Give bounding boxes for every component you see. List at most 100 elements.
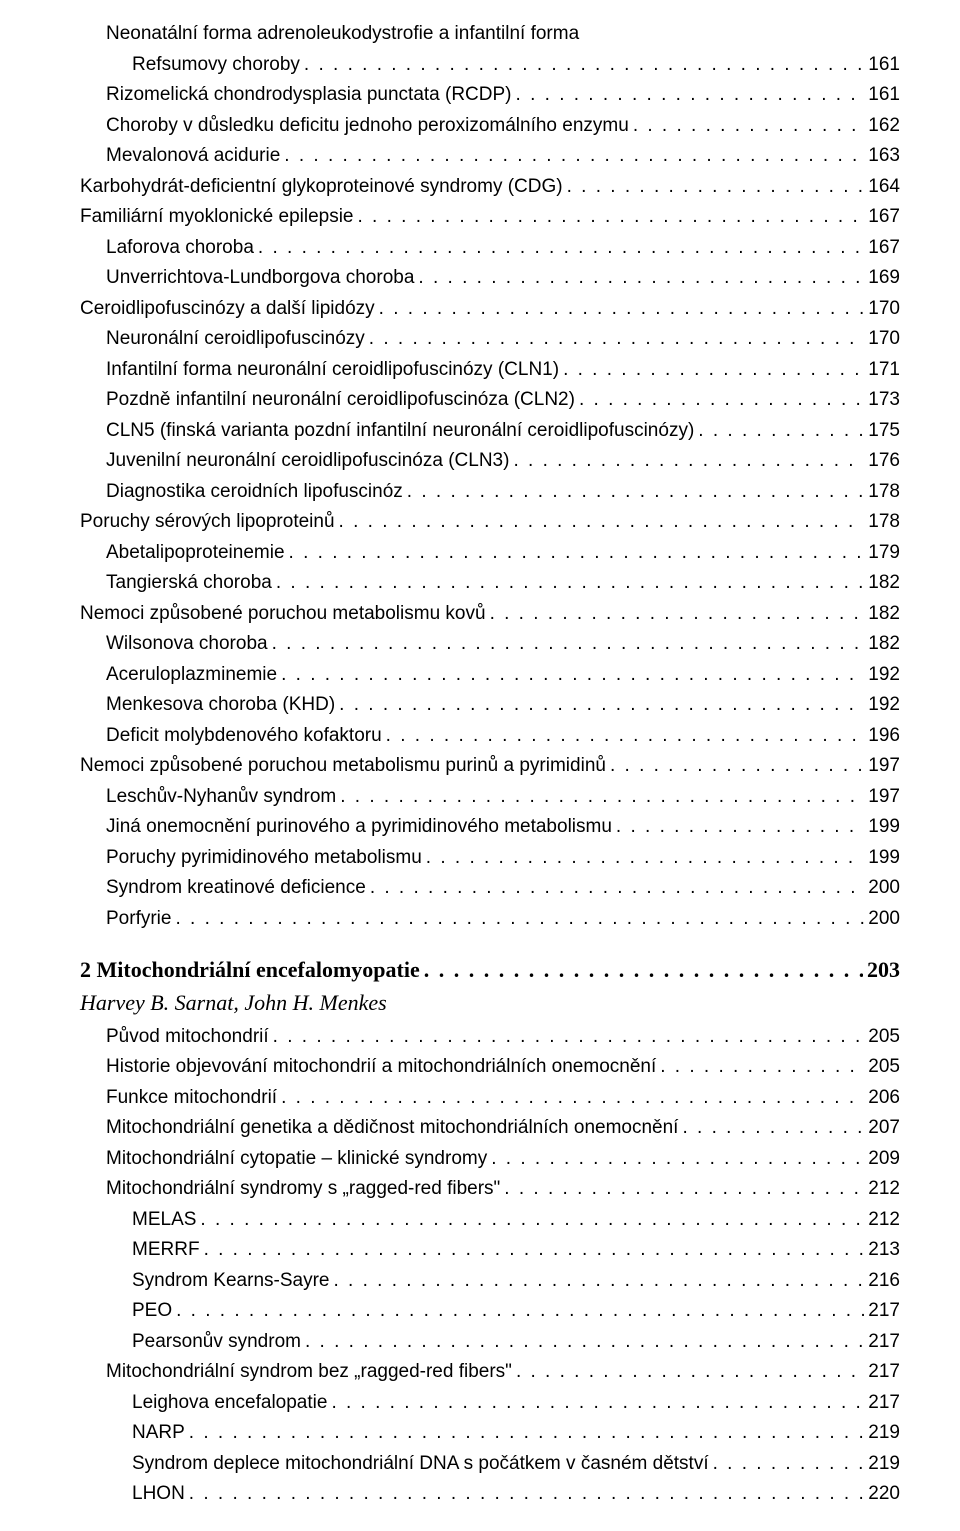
- leader-dots: . . . . . . . . . . . . . . . . . . . . …: [633, 112, 864, 141]
- toc-entry-title: Diagnostika ceroidních lipofuscinóz: [106, 478, 403, 507]
- toc-entry-page: 192: [868, 661, 900, 690]
- toc-entry-title: MERRF: [132, 1236, 200, 1265]
- toc-entry-page: 217: [868, 1297, 900, 1326]
- toc-entry-title: Rizomelická chondrodysplasia punctata (R…: [106, 81, 512, 110]
- leader-dots: . . . . . . . . . . . . . . . . . . . . …: [189, 1419, 865, 1448]
- toc-entry: Familiární myoklonické epilepsie. . . . …: [80, 203, 900, 232]
- leader-dots: . . . . . . . . . . . . . . . . . . . . …: [281, 1084, 864, 1113]
- toc-entry-title: Mevalonová acidurie: [106, 142, 280, 171]
- toc-entry-title: Mitochondriální genetika a dědičnost mit…: [106, 1114, 678, 1143]
- toc-entry: Leighova encefalopatie. . . . . . . . . …: [80, 1389, 900, 1418]
- toc-entry-page: 173: [868, 386, 900, 415]
- leader-dots: . . . . . . . . . . . . . . . . . . . . …: [610, 752, 864, 781]
- toc-entry-page: 178: [868, 478, 900, 507]
- toc-entry-page: 197: [868, 752, 900, 781]
- toc-entry: Infantilní forma neuronální ceroidlipofu…: [80, 356, 900, 385]
- toc-entry: Deficit molybdenového kofaktoru. . . . .…: [80, 722, 900, 751]
- toc-entry-page: 171: [868, 356, 900, 385]
- toc-entry: Poruchy pyrimidinového metabolismu. . . …: [80, 844, 900, 873]
- toc-entry-page: 213: [868, 1236, 900, 1265]
- toc-entry-title: Refsumovy choroby: [132, 51, 300, 80]
- toc-entry: Mitochondriální syndrom bez „ragged-red …: [80, 1358, 900, 1387]
- toc-entry-title: Juvenilní neuronální ceroidlipofuscinóza…: [106, 447, 509, 476]
- toc-entry: Leschův-Nyhanův syndrom. . . . . . . . .…: [80, 783, 900, 812]
- leader-dots: . . . . . . . . . . . . . . . . . . . . …: [579, 386, 864, 415]
- toc-entry-page: 162: [868, 112, 900, 141]
- leader-dots: . . . . . . . . . . . . . . . . . . . . …: [273, 1023, 865, 1052]
- leader-dots: . . . . . . . . . . . . . . . . . . . . …: [305, 1328, 864, 1357]
- leader-dots: . . . . . . . . . . . . . . . . . . . . …: [200, 1206, 864, 1235]
- toc-entry-title: Karbohydrát-deficientní glykoproteinové …: [80, 173, 563, 202]
- leader-dots: . . . . . . . . . . . . . . . . . . . . …: [258, 234, 864, 263]
- toc-entry-page: 212: [868, 1175, 900, 1204]
- toc-entry-title: Leighova encefalopatie: [132, 1389, 327, 1418]
- toc-entry-page: 178: [868, 508, 900, 537]
- leader-dots: . . . . . . . . . . . . . . . . . . . . …: [516, 1358, 864, 1387]
- toc-entry: PEO. . . . . . . . . . . . . . . . . . .…: [80, 1297, 900, 1326]
- toc-entry-page: 200: [868, 905, 900, 934]
- chapter-title: 2 Mitochondriální encefalomyopatie: [80, 953, 420, 986]
- toc-entry-page: 207: [868, 1114, 900, 1143]
- toc-entry-title: Unverrichtova-Lundborgova choroba: [106, 264, 414, 293]
- chapter-authors: Harvey B. Sarnat, John H. Menkes: [80, 988, 900, 1019]
- leader-dots: . . . . . . . . . . . . . . . . . . . . …: [616, 813, 864, 842]
- toc-entry-title: Wilsonova choroba: [106, 630, 268, 659]
- toc-entry: Juvenilní neuronální ceroidlipofuscinóza…: [80, 447, 900, 476]
- toc-entry-page: 219: [868, 1450, 900, 1479]
- toc-entry-page: 182: [868, 600, 900, 629]
- leader-dots: . . . . . . . . . . . . . . . . . . . . …: [424, 953, 863, 986]
- toc-entry-title: Pozdně infantilní neuronální ceroidlipof…: [106, 386, 575, 415]
- toc-entry-title: Funkce mitochondrií: [106, 1084, 277, 1113]
- toc-entry-page: 179: [868, 539, 900, 568]
- toc-entry-title: Menkesova choroba (KHD): [106, 691, 335, 720]
- toc-entry-page: 217: [868, 1328, 900, 1357]
- toc-entry-title: Poruchy sérových lipoproteinů: [80, 508, 335, 537]
- toc-entry-page: 182: [868, 569, 900, 598]
- toc-entry-title: MELAS: [132, 1206, 196, 1235]
- toc-entry: CLN5 (finská varianta pozdní infantilní …: [80, 417, 900, 446]
- toc-entry-page: 176: [868, 447, 900, 476]
- toc-entry-page: 182: [868, 630, 900, 659]
- toc-entry: Pozdně infantilní neuronální ceroidlipof…: [80, 386, 900, 415]
- toc-entry: Karbohydrát-deficientní glykoproteinové …: [80, 173, 900, 202]
- toc-entry: MELAS. . . . . . . . . . . . . . . . . .…: [80, 1206, 900, 1235]
- leader-dots: . . . . . . . . . . . . . . . . . . . . …: [176, 1297, 864, 1326]
- toc-entry-page: 219: [868, 1419, 900, 1448]
- toc-entry: Menkesova choroba (KHD). . . . . . . . .…: [80, 691, 900, 720]
- toc-entry-page: 205: [868, 1023, 900, 1052]
- toc-entry-title: Mitochondriální cytopatie – klinické syn…: [106, 1145, 487, 1174]
- toc-entry: Mitochondriální cytopatie – klinické syn…: [80, 1145, 900, 1174]
- toc-entry-title: Pearsonův syndrom: [132, 1328, 301, 1357]
- toc-entry-page: 163: [868, 142, 900, 171]
- toc-entry-page: 200: [868, 874, 900, 903]
- leader-dots: . . . . . . . . . . . . . . . . . . . . …: [682, 1114, 864, 1143]
- toc-entry-title: Porfyrie: [106, 905, 171, 934]
- toc-entry: Choroby v důsledku deficitu jednoho pero…: [80, 112, 900, 141]
- leader-dots: . . . . . . . . . . . . . . . . . . . . …: [369, 325, 865, 354]
- toc-entry: MERRF. . . . . . . . . . . . . . . . . .…: [80, 1236, 900, 1265]
- toc-entry-page: 209: [868, 1145, 900, 1174]
- toc-entry-title: Mitochondriální syndromy s „ragged-red f…: [106, 1175, 500, 1204]
- toc-entry-page: 167: [868, 203, 900, 232]
- toc-entry-title: Tangierská choroba: [106, 569, 272, 598]
- section-spacer: [80, 935, 900, 953]
- toc-entry-page: 169: [868, 264, 900, 293]
- leader-dots: . . . . . . . . . . . . . . . . . . . . …: [339, 691, 864, 720]
- toc-entry-title: Syndrom kreatinové deficience: [106, 874, 366, 903]
- leader-dots: . . . . . . . . . . . . . . . . . . . . …: [698, 417, 864, 446]
- leader-dots: . . . . . . . . . . . . . . . . . . . . …: [426, 844, 865, 873]
- toc-entry: Mevalonová acidurie. . . . . . . . . . .…: [80, 142, 900, 171]
- toc-entry-title: Poruchy pyrimidinového metabolismu: [106, 844, 422, 873]
- leader-dots: . . . . . . . . . . . . . . . . . . . . …: [189, 1480, 865, 1509]
- toc-entry: Nemoci způsobené poruchou metabolismu pu…: [80, 752, 900, 781]
- toc-entry: Wilsonova choroba. . . . . . . . . . . .…: [80, 630, 900, 659]
- toc-entry: Syndrom Kearns-Sayre. . . . . . . . . . …: [80, 1267, 900, 1296]
- toc-entry-page: 175: [868, 417, 900, 446]
- toc-entry-page: 196: [868, 722, 900, 751]
- toc-entry-page: 167: [868, 234, 900, 263]
- toc-entry-title: Leschův-Nyhanův syndrom: [106, 783, 336, 812]
- toc-entry: Funkce mitochondrií. . . . . . . . . . .…: [80, 1084, 900, 1113]
- leader-dots: . . . . . . . . . . . . . . . . . . . . …: [304, 51, 864, 80]
- toc-entry: Laforova choroba. . . . . . . . . . . . …: [80, 234, 900, 263]
- toc-entry-title: Ceroidlipofuscinózy a další lipidózy: [80, 295, 375, 324]
